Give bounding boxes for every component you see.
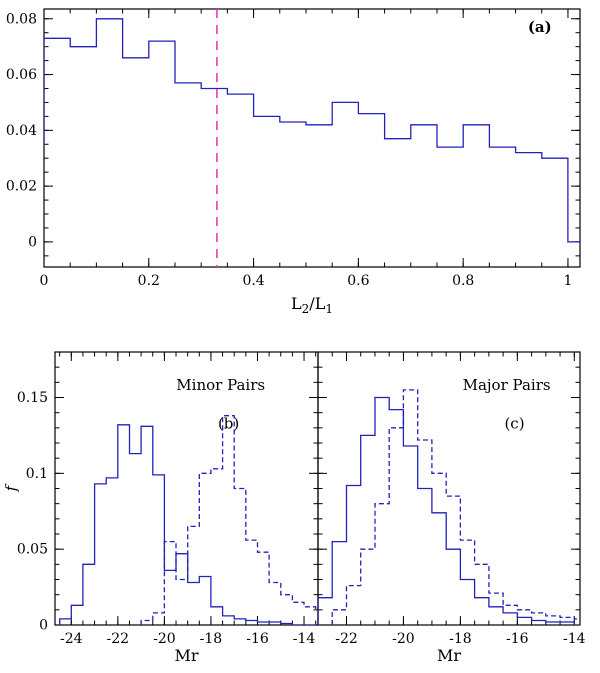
panel-c-ticks xyxy=(317,351,580,626)
x-tick-label: 0.8 xyxy=(452,273,474,289)
y-tick-label: 0.1 xyxy=(26,466,48,482)
x-tick-label: -20 xyxy=(153,631,176,647)
panel-c-annotation: (c) xyxy=(504,414,524,432)
y-tick-label: 0.05 xyxy=(17,542,48,558)
panel-a: 0 0.2 0.4 0.6 0.8 1 0 0.02 0.04 0.06 0.08 (a) L2/L1 xyxy=(6,8,581,316)
x-tick-label: 0.4 xyxy=(242,273,264,289)
x-tick-label: -16 xyxy=(506,631,529,647)
panel-a-annotation: (a) xyxy=(528,18,552,36)
panel-b-annotation: Minor Pairs xyxy=(176,376,265,394)
panel-a-frame xyxy=(43,8,581,268)
panel-b-ticks xyxy=(55,351,318,626)
x-tick-label: 1 xyxy=(563,273,572,289)
x-tick-label: -14 xyxy=(563,631,586,647)
panel-a-tick-labels: 0 0.2 0.4 0.6 0.8 1 0 0.02 0.04 0.06 0.08 xyxy=(6,11,573,289)
panel-c-annotation: Major Pairs xyxy=(463,376,551,394)
x-tick-label: -20 xyxy=(392,631,415,647)
panel-c-xlabel: Mr xyxy=(437,646,461,665)
panel-b-xlabel: Mr xyxy=(174,646,198,665)
x-tick-label: -22 xyxy=(335,631,358,647)
x-tick-label: -22 xyxy=(107,631,130,647)
x-tick-label: -18 xyxy=(200,631,223,647)
x-tick-label: 0.2 xyxy=(138,273,160,289)
x-tick-label: 0.6 xyxy=(347,273,369,289)
panel-c-tick-labels: -22 -20 -18 -16 -14 xyxy=(335,631,585,647)
panel-c-dashed-histogram xyxy=(331,389,580,625)
panel-c-solid-histogram xyxy=(318,396,580,625)
panel-b-annotation: (b) xyxy=(218,414,239,432)
panel-b-ylabel: f xyxy=(2,483,20,492)
y-tick-label: 0 xyxy=(28,234,37,250)
panel-b-tick-labels: -24 -22 -20 -18 -16 -14 0 0.05 0.1 0.15 xyxy=(17,390,316,647)
x-tick-label: -18 xyxy=(449,631,472,647)
panel-c: -22 -20 -18 -16 -14 Major Pairs (c) Mr xyxy=(317,351,586,665)
x-tick-label: -14 xyxy=(293,631,316,647)
y-tick-label: 0.06 xyxy=(6,67,37,83)
x-tick-label: -16 xyxy=(246,631,269,647)
y-tick-label: 0 xyxy=(39,618,48,634)
y-tick-label: 0.04 xyxy=(6,123,37,139)
y-tick-label: 0.08 xyxy=(6,11,37,27)
panel-a-ticks xyxy=(43,9,580,267)
panel-a-xlabel: L2/L1 xyxy=(291,294,333,316)
x-tick-label: 0 xyxy=(40,273,49,289)
panel-b: -24 -22 -20 -18 -16 -14 0 0.05 0.1 0.15 Minor Pair… xyxy=(2,351,319,665)
panel-b-solid-histogram xyxy=(59,424,318,625)
panel-b-dashed-histogram xyxy=(140,415,318,625)
panel-a-luminosity-ratio-histogram xyxy=(44,18,580,243)
y-tick-label: 0.15 xyxy=(17,390,48,406)
x-tick-label: -24 xyxy=(60,631,83,647)
y-tick-label: 0.02 xyxy=(6,179,37,195)
